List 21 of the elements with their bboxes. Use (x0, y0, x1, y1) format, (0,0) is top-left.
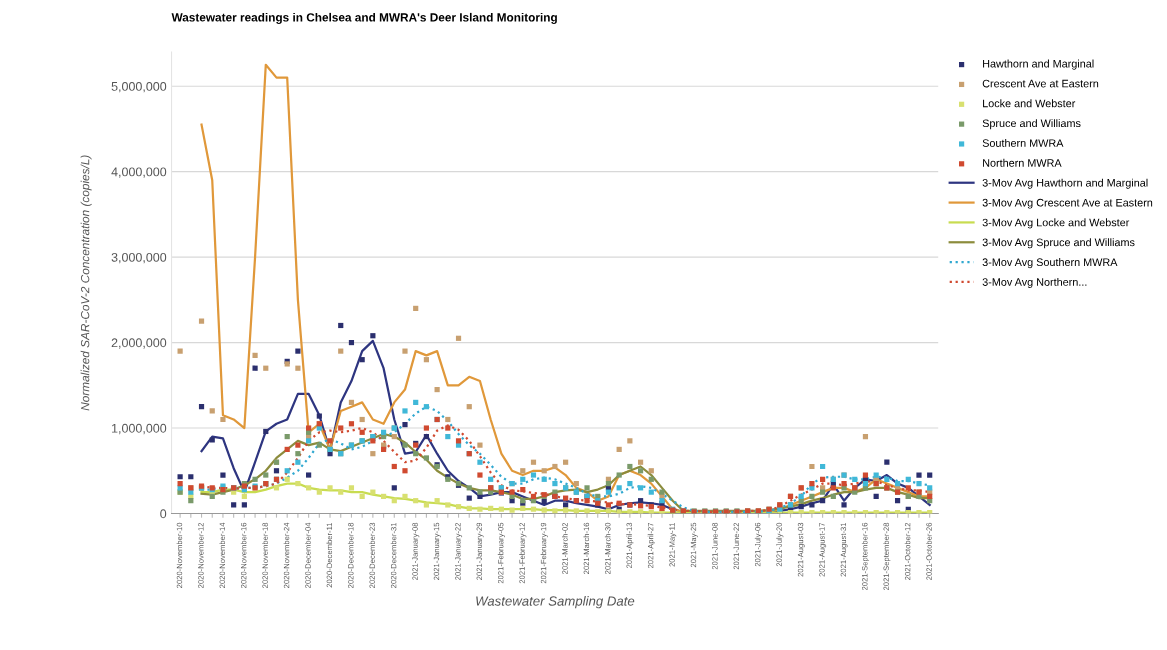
legend-label: 3-Mov Avg Southern MWRA (982, 258, 1118, 269)
y-axis-title: Normalized SAR-CoV-2 Concentration (copies/L) (80, 155, 92, 411)
legend-label: 3-Mov Avg Spruce and Williams (982, 238, 1135, 249)
legend-label: 3-Mov Avg Locke and Webster (982, 218, 1130, 229)
chart-title: Wastewater readings in Chelsea and MWRA's Deer Island Monitoring (171, 12, 557, 24)
legend-label: 3-Mov Avg Northern... (982, 277, 1087, 289)
legend-label: Northern MWRA (983, 158, 1062, 167)
y-tick-label: 2,000,000 (111, 338, 167, 349)
legend-label: Locke and Webster (983, 99, 1076, 108)
legend-label: 3-Mov Avg Crescent Ave at Eastern (982, 198, 1153, 209)
legend-label: Hawthorn and Marginal (983, 59, 1094, 70)
legend-label: Southern MWRA (982, 138, 1064, 147)
y-tick-label: 3,000,000 (111, 252, 167, 264)
y-tick-label: 1,000,000 (112, 423, 167, 435)
legend-label: 3-Mov Avg Hawthorn and Marginal (982, 178, 1148, 189)
legend-label: Spruce and Williams (982, 119, 1081, 130)
legend-label: Crescent Ave at Eastern (982, 79, 1099, 88)
y-tick-label: 5,000,000 (111, 81, 167, 93)
y-tick-label: 0 (160, 509, 167, 519)
x-axis-title: Wastewater Sampling Date (476, 596, 635, 609)
y-tick-label: 4,000,000 (111, 167, 167, 178)
